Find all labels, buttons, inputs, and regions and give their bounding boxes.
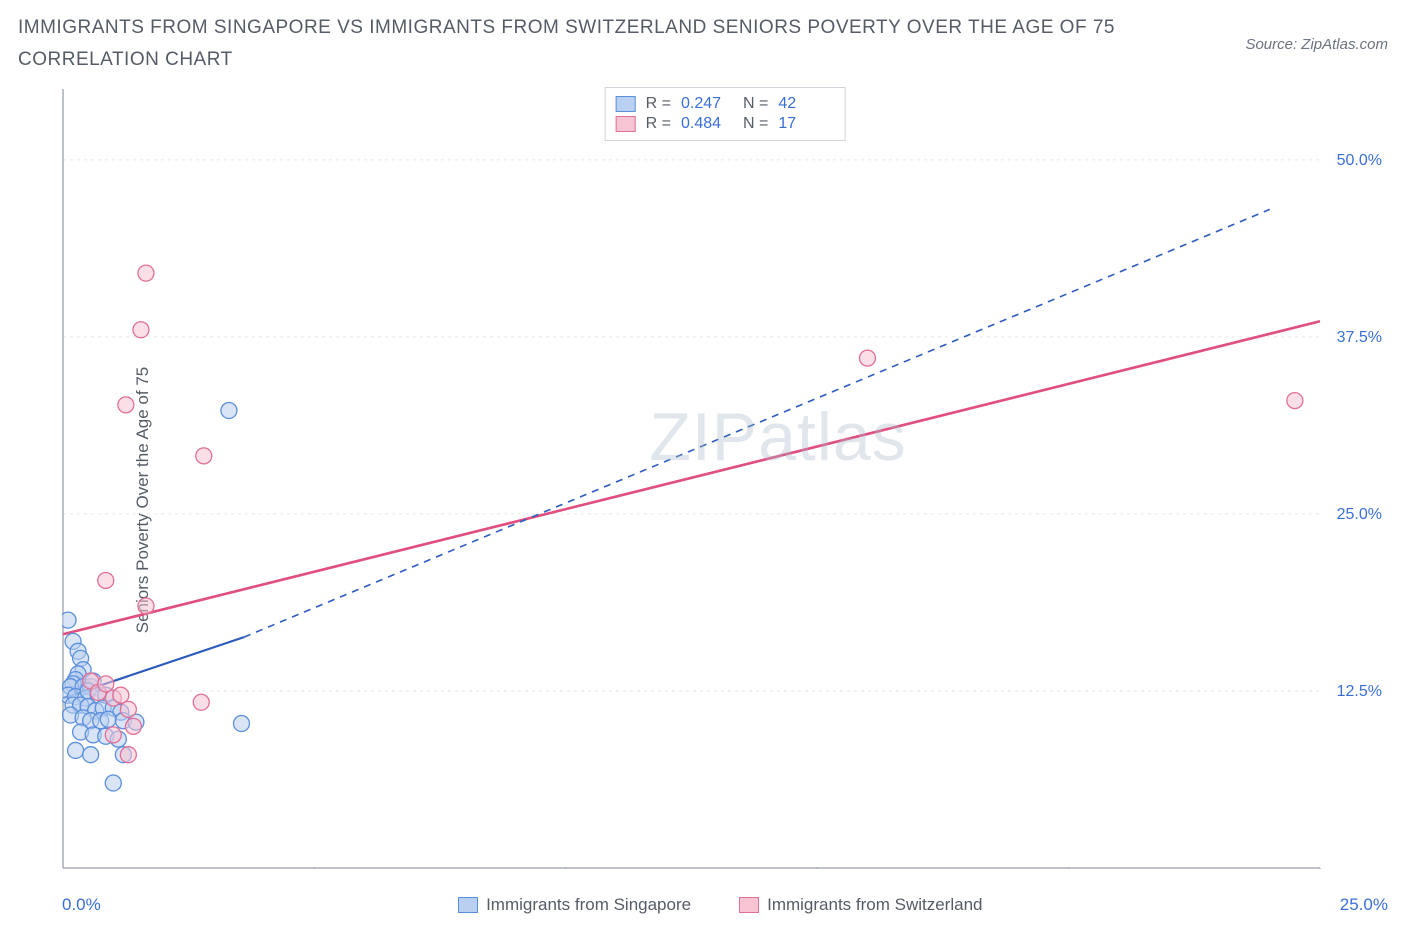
swatch-singapore bbox=[616, 96, 636, 112]
svg-text:37.5%: 37.5% bbox=[1337, 328, 1382, 345]
legend-label-singapore: Immigrants from Singapore bbox=[486, 895, 691, 915]
scatter-plot: 12.5% 25.0% 37.5% 50.0% R = 0.247 N = 42 R … bbox=[62, 85, 1388, 869]
source-attribution: Source: ZipAtlas.com bbox=[1245, 12, 1388, 53]
svg-text:50.0%: 50.0% bbox=[1337, 151, 1382, 168]
x-tick-max: 25.0% bbox=[1340, 895, 1388, 915]
x-tick-min: 0.0% bbox=[62, 895, 101, 915]
x-axis-legend: 0.0% Immigrants from Singapore Immigrant… bbox=[18, 895, 1388, 915]
chart-container: Seniors Poverty Over the Age of 75 12.5%… bbox=[18, 85, 1388, 915]
legend-item-singapore: Immigrants from Singapore bbox=[458, 895, 691, 915]
swatch-switzerland bbox=[616, 116, 636, 132]
legend-item-switzerland: Immigrants from Switzerland bbox=[739, 895, 982, 915]
stat-n-switzerland: 17 bbox=[778, 115, 830, 133]
svg-text:25.0%: 25.0% bbox=[1337, 506, 1382, 523]
stat-r-label: R = bbox=[646, 95, 671, 113]
stat-r-label: R = bbox=[646, 115, 671, 133]
stat-r-singapore: 0.247 bbox=[681, 95, 733, 113]
stat-n-label: N = bbox=[743, 95, 768, 113]
stats-row-singapore: R = 0.247 N = 42 bbox=[616, 94, 831, 114]
stats-row-switzerland: R = 0.484 N = 17 bbox=[616, 114, 831, 134]
page-title: IMMIGRANTS FROM SINGAPORE VS IMMIGRANTS … bbox=[18, 12, 1148, 77]
swatch-singapore bbox=[458, 897, 478, 913]
stat-n-label: N = bbox=[743, 115, 768, 133]
stat-n-singapore: 42 bbox=[778, 95, 830, 113]
stat-r-switzerland: 0.484 bbox=[681, 115, 733, 133]
svg-text:12.5%: 12.5% bbox=[1337, 683, 1382, 700]
legend-label-switzerland: Immigrants from Switzerland bbox=[767, 895, 982, 915]
swatch-switzerland bbox=[739, 897, 759, 913]
stats-legend-box: R = 0.247 N = 42 R = 0.484 N = 17 bbox=[605, 87, 846, 141]
